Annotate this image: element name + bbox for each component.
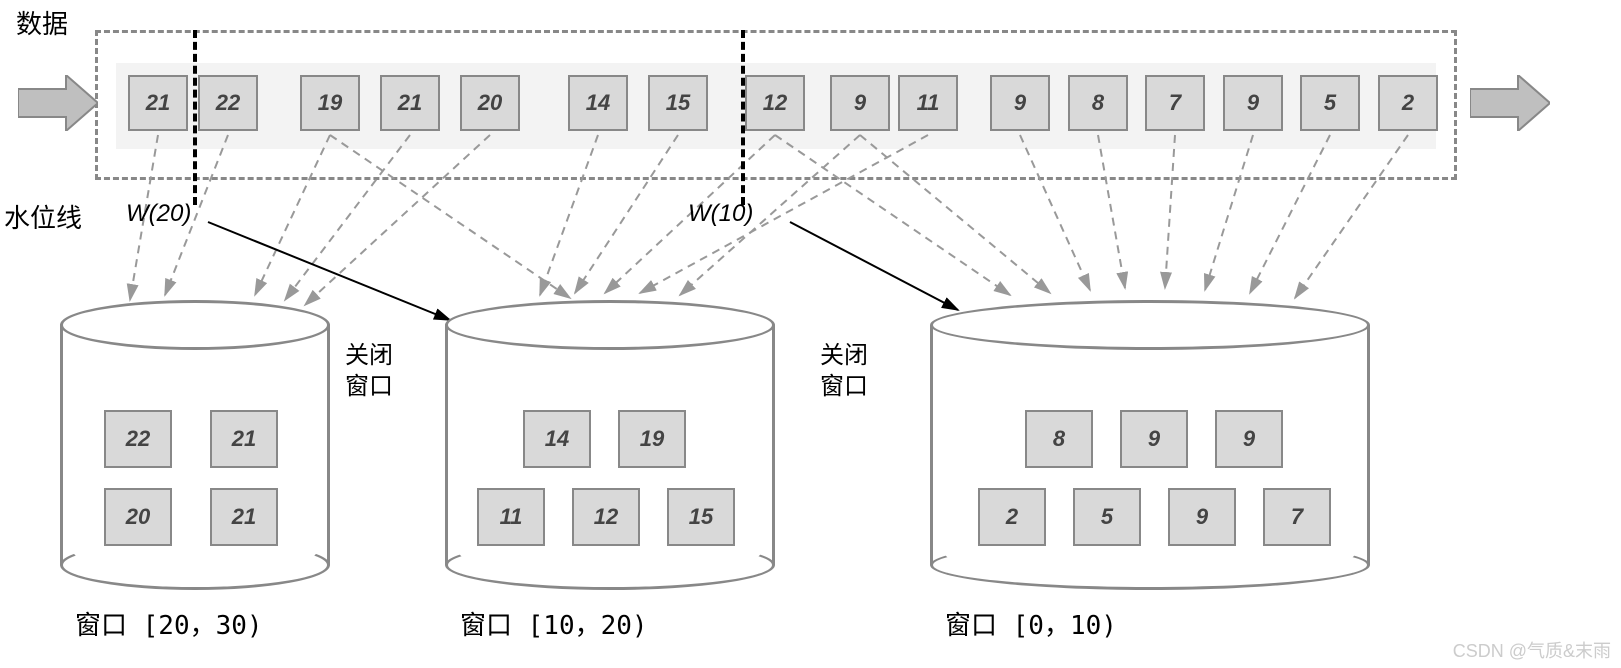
- window-range-label: 窗口 [20，30): [75, 605, 263, 642]
- window-data-box: 15: [667, 488, 735, 546]
- window-data-box: 12: [572, 488, 640, 546]
- arrow-in-icon: [18, 75, 98, 131]
- stream-data-box: 2: [1378, 75, 1438, 131]
- watermark-value: W(10): [688, 200, 753, 228]
- stream-data-box: 20: [460, 75, 520, 131]
- window-range-label: 窗口 [0，10): [945, 605, 1117, 642]
- stream-data-box: 15: [648, 75, 708, 131]
- window-data-box: 19: [618, 410, 686, 468]
- window-data-box: 8: [1025, 410, 1093, 468]
- window-data-box: 9: [1168, 488, 1236, 546]
- stream-data-box: 5: [1300, 75, 1360, 131]
- watermark-line: [193, 30, 197, 205]
- arrow-out-icon: [1470, 75, 1550, 131]
- stream-data-box: 12: [745, 75, 805, 131]
- stream-data-box: 11: [898, 75, 958, 131]
- window-data-box: 21: [210, 410, 278, 468]
- window-cylinder: 22 21 20 21: [60, 300, 330, 590]
- window-data-box: 9: [1120, 410, 1188, 468]
- window-cylinder: 14 19 11 12 15: [445, 300, 775, 590]
- window-range-label: 窗口 [10，20): [460, 605, 648, 642]
- stream-data-box: 9: [1223, 75, 1283, 131]
- window-data-box: 7: [1263, 488, 1331, 546]
- close-window-label: 关闭 窗口: [345, 340, 393, 402]
- close-window-label: 关闭 窗口: [820, 340, 868, 402]
- credit-text: CSDN @气质&末雨: [1453, 637, 1611, 663]
- window-cylinder: 8992597: [930, 300, 1370, 590]
- data-label: 数据: [16, 4, 68, 41]
- watermark-label: 水位线: [4, 198, 82, 235]
- stream-data-box: 9: [990, 75, 1050, 131]
- window-data-box: 2: [978, 488, 1046, 546]
- stream-data-box: 19: [300, 75, 360, 131]
- window-data-box: 14: [523, 410, 591, 468]
- stream-data-box: 14: [568, 75, 628, 131]
- stream-data-box: 21: [128, 75, 188, 131]
- stream-data-box: 8: [1068, 75, 1128, 131]
- window-data-box: 5: [1073, 488, 1141, 546]
- window-data-box: 21: [210, 488, 278, 546]
- window-data-box: 22: [104, 410, 172, 468]
- window-data-box: 20: [104, 488, 172, 546]
- stream-data-box: 9: [830, 75, 890, 131]
- stream-data-box: 22: [198, 75, 258, 131]
- watermark-value: W(20): [126, 200, 191, 228]
- stream-data-box: 21: [380, 75, 440, 131]
- stream-data-box: 7: [1145, 75, 1205, 131]
- watermark-line: [741, 30, 745, 205]
- window-data-box: 11: [477, 488, 545, 546]
- window-data-box: 9: [1215, 410, 1283, 468]
